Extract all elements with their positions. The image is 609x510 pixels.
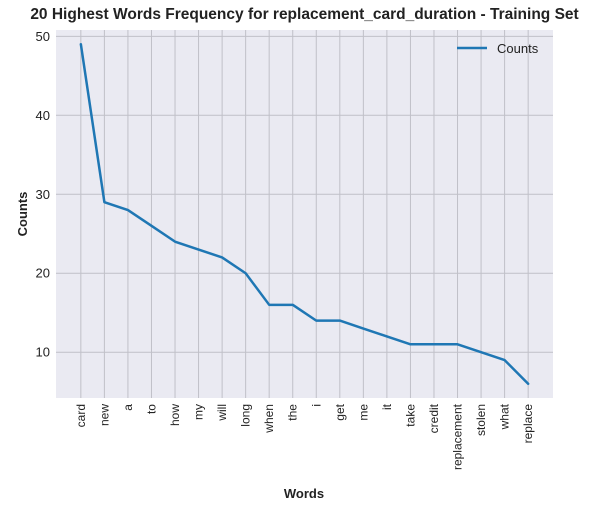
x-tick-label: how bbox=[168, 404, 182, 426]
y-tick-label: 10 bbox=[36, 345, 50, 360]
x-tick-label: long bbox=[239, 404, 253, 427]
y-tick-label: 40 bbox=[36, 108, 50, 123]
x-tick-label: new bbox=[97, 404, 111, 426]
legend-label: Counts bbox=[497, 41, 539, 56]
y-tick-label: 20 bbox=[36, 266, 50, 281]
x-tick-labels: card new a to how my will long when the i get me it ta… bbox=[74, 403, 535, 470]
x-tick-label: stolen bbox=[474, 404, 488, 436]
x-axis-label: Words bbox=[284, 486, 324, 501]
x-tick-label: card bbox=[74, 404, 88, 427]
x-tick-label: the bbox=[286, 404, 300, 421]
legend: Counts bbox=[457, 41, 539, 56]
x-tick-label: to bbox=[144, 404, 158, 414]
grid-lines bbox=[56, 30, 553, 398]
x-tick-label: replacement bbox=[451, 403, 465, 470]
series-line bbox=[79, 42, 530, 386]
x-tick-label: when bbox=[262, 404, 276, 434]
series-lines bbox=[79, 42, 530, 386]
y-axis-label: Counts bbox=[15, 192, 30, 237]
y-tick-label: 30 bbox=[36, 187, 50, 202]
x-tick-label: it bbox=[380, 403, 394, 410]
x-tick-label: me bbox=[356, 404, 370, 421]
x-tick-label: get bbox=[333, 403, 347, 420]
x-tick-label: take bbox=[403, 404, 417, 427]
plot-area bbox=[56, 30, 553, 398]
x-tick-label: my bbox=[192, 404, 206, 420]
y-tick-label: 50 bbox=[36, 29, 50, 44]
x-tick-label: replace bbox=[521, 404, 535, 444]
chart-title: 20 Highest Words Frequency for replaceme… bbox=[30, 6, 579, 23]
x-tick-label: what bbox=[498, 403, 512, 430]
x-tick-label: i bbox=[309, 404, 323, 407]
x-tick-label: will bbox=[215, 404, 229, 422]
x-tick-label: a bbox=[121, 404, 135, 411]
x-tick-label: credit bbox=[427, 403, 441, 433]
y-tick-labels: 10 20 30 40 50 bbox=[36, 29, 50, 360]
